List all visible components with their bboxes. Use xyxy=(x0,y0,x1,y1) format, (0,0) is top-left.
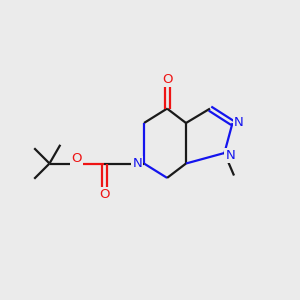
Text: O: O xyxy=(99,188,110,201)
Text: N: N xyxy=(226,149,235,162)
Text: N: N xyxy=(234,116,244,130)
Text: O: O xyxy=(71,152,82,165)
Text: N: N xyxy=(133,157,142,170)
Text: O: O xyxy=(162,73,172,86)
